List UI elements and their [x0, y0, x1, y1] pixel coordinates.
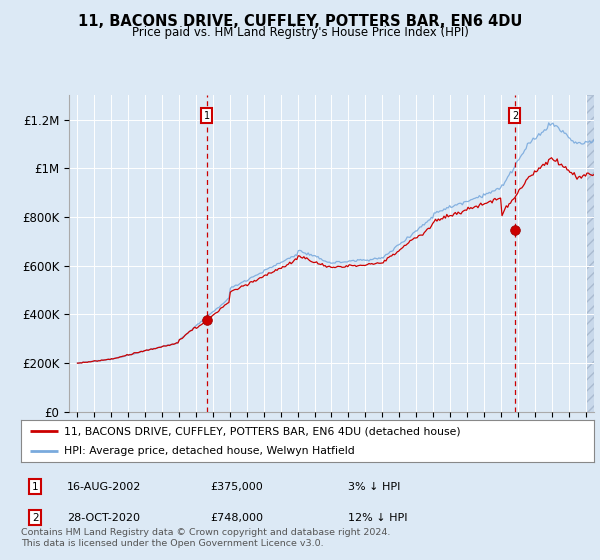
Text: 2: 2 — [32, 512, 38, 522]
Text: 1: 1 — [203, 111, 209, 121]
Text: 28-OCT-2020: 28-OCT-2020 — [67, 512, 140, 522]
Text: 11, BACONS DRIVE, CUFFLEY, POTTERS BAR, EN6 4DU (detached house): 11, BACONS DRIVE, CUFFLEY, POTTERS BAR, … — [64, 426, 461, 436]
Text: HPI: Average price, detached house, Welwyn Hatfield: HPI: Average price, detached house, Welw… — [64, 446, 355, 456]
Text: 3% ↓ HPI: 3% ↓ HPI — [347, 482, 400, 492]
Text: 2: 2 — [512, 111, 518, 121]
Text: £748,000: £748,000 — [210, 512, 263, 522]
Text: Price paid vs. HM Land Registry's House Price Index (HPI): Price paid vs. HM Land Registry's House … — [131, 26, 469, 39]
Text: £375,000: £375,000 — [210, 482, 263, 492]
Text: 12% ↓ HPI: 12% ↓ HPI — [347, 512, 407, 522]
Bar — [586, 95, 596, 412]
Text: Contains HM Land Registry data © Crown copyright and database right 2024.
This d: Contains HM Land Registry data © Crown c… — [21, 528, 391, 548]
Bar — [586, 95, 596, 412]
Text: 16-AUG-2002: 16-AUG-2002 — [67, 482, 141, 492]
Text: 1: 1 — [32, 482, 38, 492]
Text: 11, BACONS DRIVE, CUFFLEY, POTTERS BAR, EN6 4DU: 11, BACONS DRIVE, CUFFLEY, POTTERS BAR, … — [78, 14, 522, 29]
